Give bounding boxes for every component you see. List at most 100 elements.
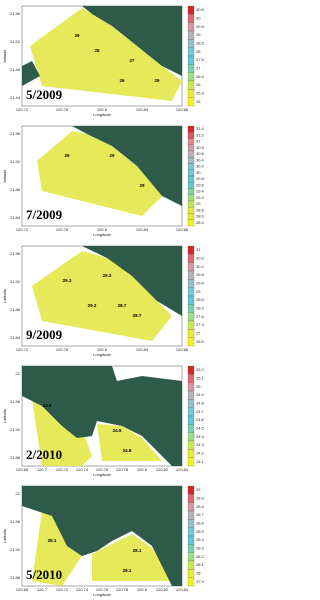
- colorbar-label: 30.6: [196, 256, 205, 261]
- colorbar-label: 30.2: [196, 164, 205, 169]
- contour-label: 29: [109, 153, 115, 158]
- contour-label: 28.1: [123, 568, 132, 573]
- colorbar-cell: [187, 365, 195, 375]
- colorbar-cell: [187, 552, 195, 562]
- colorbar-cell: [187, 399, 195, 408]
- y-axis-label: Latitude: [2, 408, 7, 423]
- colorbar-cell: [187, 30, 195, 40]
- colorbar-cell: [187, 527, 195, 537]
- colorbar-label: 29.8: [196, 176, 205, 181]
- colorbar-cell: [187, 270, 195, 280]
- colorbar-cell: [187, 440, 195, 450]
- colorbar-label: 27: [196, 66, 201, 71]
- colorbar-cell: [187, 245, 195, 255]
- colorbar-cell: [187, 544, 195, 553]
- colorbar-label: 30: [196, 170, 201, 175]
- sea-field: [37, 131, 162, 216]
- colorbar-cell: [187, 169, 195, 177]
- contour-label: 26: [119, 78, 125, 83]
- contour-label: 29: [64, 153, 70, 158]
- contour-label: 29.3: [103, 273, 112, 278]
- colorbar-cell: [187, 279, 195, 288]
- y-axis-label: Latitude: [2, 288, 7, 303]
- panel: 29 28 27 26 26 5/2009 21.56 21.52 21.48 21.44 120.…: [2, 5, 205, 117]
- colorbar-cell: [187, 132, 195, 139]
- colorbar-label: 29.8: [196, 272, 205, 277]
- colorbar-cell: [187, 125, 195, 133]
- colorbar-cell: [187, 449, 195, 458]
- colorbar-cell: [187, 22, 195, 32]
- colorbar-cell: [187, 97, 195, 107]
- x-tick-label: 120.84: [136, 227, 149, 232]
- land: [22, 6, 182, 86]
- colorbar-label: 29.4: [196, 189, 205, 194]
- colorbar-cell: [187, 14, 195, 23]
- colorbar-label: 28.9: [196, 496, 205, 501]
- colorbar-label: 30.2: [196, 264, 205, 269]
- y-tick-label: 21.92: [10, 547, 21, 552]
- land: [22, 486, 182, 586]
- colorbar-label: 28: [196, 571, 201, 576]
- colorbar-cell: [187, 320, 195, 330]
- colorbar-label: 30.8: [196, 145, 205, 150]
- colorbar-label: 24.4: [196, 434, 205, 439]
- colorbar-cell: [187, 39, 195, 48]
- x-axis-label: Longitude: [93, 472, 111, 477]
- x-tick-label: 120.76: [96, 467, 109, 472]
- x-tick-label: 120.74: [76, 467, 89, 472]
- colorbar-cell: [187, 262, 195, 272]
- y-tick-label: 21.96: [10, 131, 21, 136]
- colorbar-label: 28.6: [196, 297, 205, 302]
- x-tick-label: 120.68: [16, 467, 29, 472]
- colorbar-label: 25.2: [196, 367, 205, 372]
- colorbar-label: 27.4: [196, 322, 205, 327]
- contour-label: 24.8: [123, 448, 132, 453]
- colorbar-cell: [187, 424, 195, 433]
- colorbar-cell: [187, 188, 195, 195]
- y-tick-label: 21.92: [10, 427, 21, 432]
- colorbar-label: 26.5: [196, 74, 205, 79]
- colorbar-label: 29: [196, 32, 201, 37]
- y-tick-label: 21.48: [10, 67, 21, 72]
- colorbar-label: 28.2: [196, 554, 205, 559]
- colorbar-cell: [187, 72, 195, 82]
- x-tick-label: 120.76: [56, 227, 69, 232]
- y-tick-label: 21.88: [10, 575, 21, 580]
- y-tick-label: 21.44: [10, 95, 21, 100]
- colorbar-cell: [187, 577, 195, 587]
- colorbar-label: 24.8: [196, 401, 205, 406]
- colorbar-cell: [187, 55, 195, 65]
- colorbar-cell: [187, 80, 195, 90]
- x-tick-label: 120.76: [56, 107, 69, 112]
- y-tick-label: 22: [16, 371, 21, 376]
- colorbar-label: 24.3: [196, 442, 205, 447]
- colorbar-cell: [187, 157, 195, 164]
- panel-label: 2/2010: [26, 447, 62, 462]
- colorbar-label: 25.5: [196, 91, 205, 96]
- x-tick-label: 120.72: [56, 467, 69, 472]
- colorbar-cell: [187, 407, 195, 417]
- x-tick-label: 120.8: [97, 347, 108, 352]
- colorbar-label: 28.4: [196, 537, 205, 542]
- y-tick-label: 21.92: [10, 159, 21, 164]
- contour-label: 29.3: [63, 278, 72, 283]
- colorbar-label: 30.4: [196, 157, 205, 162]
- colorbar-label: 28.4: [196, 220, 205, 225]
- x-axis-label: Longitude: [93, 592, 111, 597]
- colorbar-cell: [187, 312, 195, 322]
- colorbar-label: 29: [196, 289, 201, 294]
- colorbar-cell: [187, 254, 195, 263]
- x-tick-label: 120.78: [116, 587, 129, 592]
- x-tick-label: 120.7: [37, 467, 48, 472]
- x-tick-label: 120.84: [136, 347, 149, 352]
- colorbar-cell: [187, 144, 195, 152]
- contour-label: 29.2: [88, 303, 97, 308]
- panel-label: 5/2009: [26, 87, 63, 102]
- colorbar-cell: [187, 569, 195, 578]
- colorbar-cell: [187, 510, 195, 520]
- colorbar-label: 24.1: [196, 459, 205, 464]
- colorbar-label: 24.9: [196, 392, 205, 397]
- colorbar-label: 25.1: [196, 376, 205, 381]
- colorbar-cell: [187, 219, 195, 227]
- y-tick-label: 21.96: [10, 251, 21, 256]
